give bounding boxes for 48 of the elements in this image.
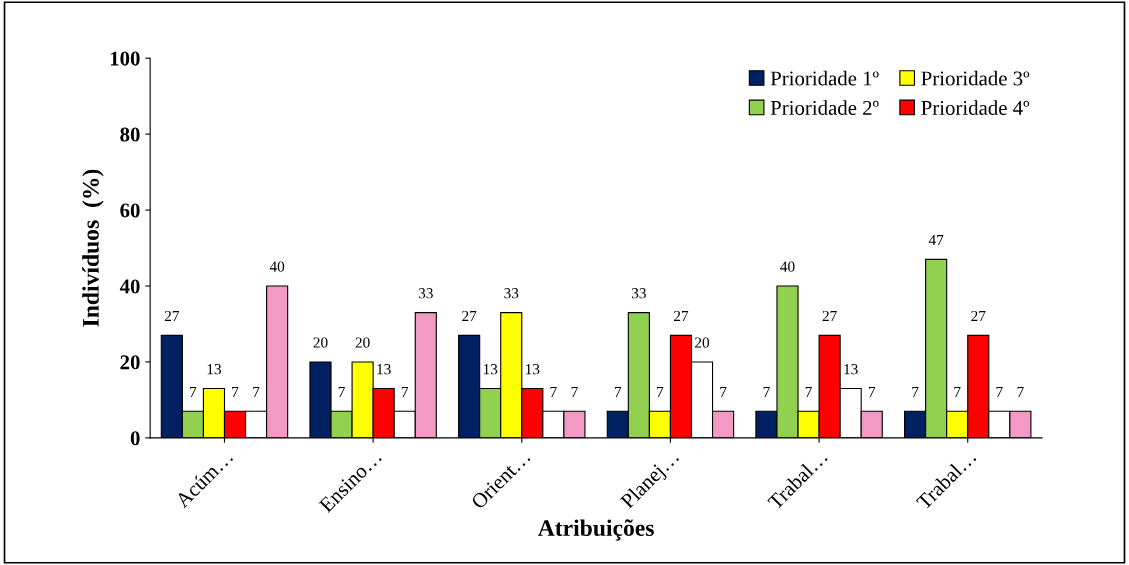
data-label: 7 bbox=[657, 386, 664, 397]
y-axis-title: Indivíduos (%) bbox=[82, 169, 104, 327]
data-label: 27 bbox=[674, 310, 689, 321]
y-tick-label: 20 bbox=[120, 355, 140, 370]
data-label: 40 bbox=[269, 261, 285, 272]
data-label: 7 bbox=[571, 386, 578, 397]
y-tick-label: 0 bbox=[130, 431, 140, 446]
data-label: 20 bbox=[313, 337, 328, 348]
x-axis-title: Atribuições bbox=[537, 519, 654, 541]
legend-label: Prioridade 1º bbox=[770, 70, 879, 86]
data-label: 13 bbox=[377, 364, 391, 375]
data-label: 13 bbox=[526, 364, 540, 375]
data-label: 7 bbox=[912, 386, 919, 397]
data-label: 7 bbox=[720, 386, 727, 397]
data-label: 7 bbox=[550, 386, 557, 397]
data-label: 7 bbox=[805, 386, 812, 397]
data-label: 7 bbox=[763, 386, 770, 397]
y-tick-label: 40 bbox=[119, 279, 140, 294]
data-label: 7 bbox=[996, 386, 1003, 397]
data-label: 27 bbox=[164, 310, 180, 321]
data-label: 7 bbox=[868, 386, 876, 397]
legend-label: Prioridade 2º bbox=[770, 100, 879, 115]
data-label: 20 bbox=[695, 337, 710, 348]
data-label: 7 bbox=[614, 386, 622, 397]
data-label: 33 bbox=[504, 288, 519, 299]
data-label: 7 bbox=[232, 386, 239, 397]
data-label: 13 bbox=[207, 364, 221, 375]
data-label: 33 bbox=[418, 288, 433, 299]
data-label: 33 bbox=[631, 288, 646, 299]
data-label: 7 bbox=[954, 386, 961, 397]
data-label: 27 bbox=[971, 310, 986, 321]
data-label: 7 bbox=[401, 386, 409, 397]
data-label: 47 bbox=[928, 235, 944, 246]
data-label: 7 bbox=[1017, 386, 1024, 397]
data-label: 7 bbox=[253, 386, 260, 397]
y-tick-label: 60 bbox=[120, 203, 140, 218]
data-label: 27 bbox=[462, 310, 477, 321]
y-tick-label: 100 bbox=[110, 51, 140, 66]
data-label: 27 bbox=[822, 310, 837, 321]
data-label: 20 bbox=[355, 337, 370, 348]
data-label: 7 bbox=[190, 386, 197, 397]
data-label: 13 bbox=[844, 364, 858, 375]
data-label: 7 bbox=[338, 386, 345, 397]
legend-label: Prioridade 4º bbox=[921, 100, 1030, 115]
y-tick-label: 80 bbox=[120, 127, 140, 142]
data-label: 13 bbox=[483, 364, 498, 375]
legend-label: Prioridade 3º bbox=[921, 70, 1030, 86]
data-label: 40 bbox=[780, 261, 795, 272]
